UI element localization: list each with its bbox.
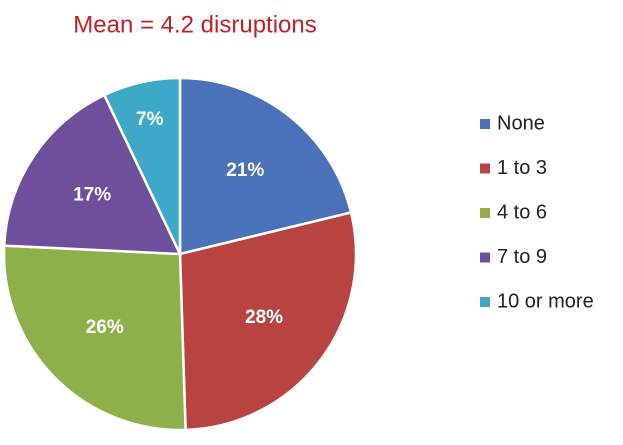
legend-label: 4 to 6: [497, 201, 547, 223]
legend-swatch: [480, 208, 490, 218]
pie-slice: [102, 76, 182, 255]
data-label: 7%: [136, 109, 164, 130]
pie-slice: [178, 76, 353, 256]
data-label: 17%: [73, 185, 111, 206]
legend-swatch: [480, 119, 490, 129]
legend-label: 7 to 9: [497, 246, 547, 268]
data-label: 28%: [245, 307, 283, 328]
legend-label: 10 or more: [497, 290, 594, 312]
data-label: 21%: [226, 160, 264, 181]
legend-swatch: [480, 297, 490, 307]
pie-slice: [2, 93, 183, 256]
chart-title: Mean = 4.2 disruptions: [73, 11, 316, 38]
legend-label: None: [497, 112, 545, 134]
legend-swatch: [480, 252, 490, 263]
legend-swatch: [480, 163, 490, 174]
data-label: 26%: [86, 317, 124, 338]
pie-slice: [2, 244, 187, 432]
pie-slice: [178, 210, 358, 432]
legend-label: 1 to 3: [497, 157, 547, 179]
